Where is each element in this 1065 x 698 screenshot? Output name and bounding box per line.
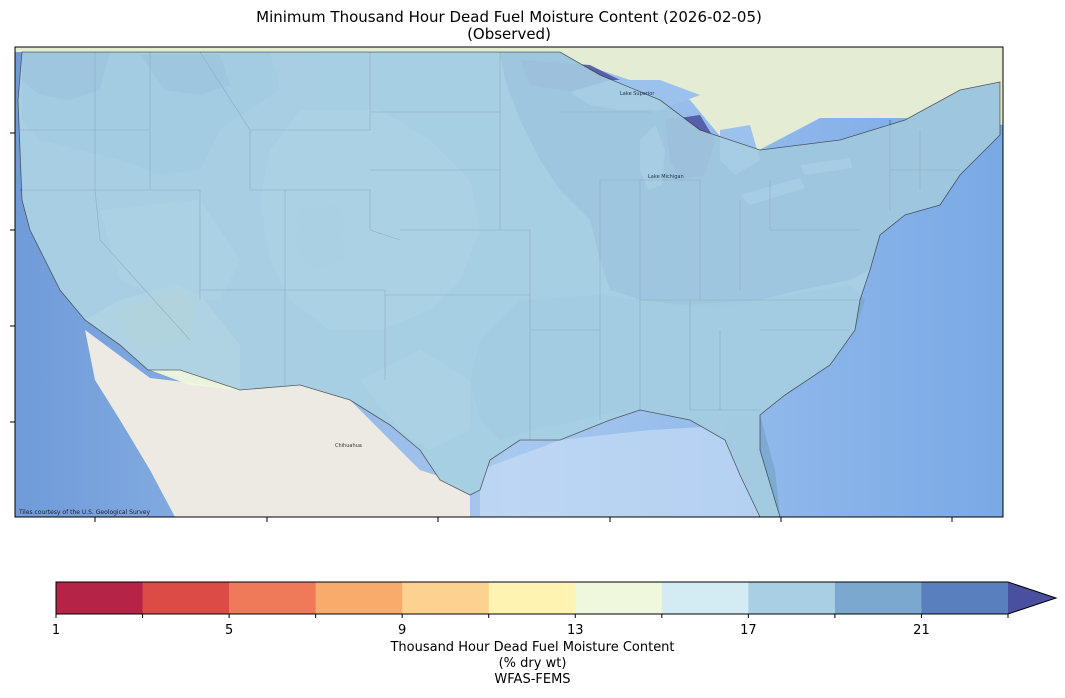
colorbar-units: (% dry wt) — [498, 656, 567, 671]
colorbar-segments — [55, 581, 1058, 615]
colorbar-source: WFAS-FEMS — [494, 672, 571, 687]
colorbar-segment — [229, 582, 317, 614]
tile-attribution: Tiles courtesy of the U.S. Geological Su… — [19, 509, 151, 516]
colorbar-tick-label: 17 — [740, 623, 757, 638]
map-frame — [14, 46, 1004, 518]
colorbar-tick-label: 21 — [913, 623, 930, 638]
map-title: Minimum Thousand Hour Dead Fuel Moisture… — [256, 8, 762, 26]
colorbar-segment — [921, 582, 1009, 614]
colorbar-segment — [834, 582, 922, 614]
colorbar-segment — [56, 582, 144, 614]
label-lake-michigan: Lake Michigan — [648, 174, 684, 180]
gulf-water — [480, 425, 760, 517]
colorbar-segment — [315, 582, 403, 614]
colorbar-ticks: 1 5 9 13 17 21 — [52, 614, 1009, 638]
colorbar-extend-arrow — [1008, 582, 1056, 614]
colorbar-label: Thousand Hour Dead Fuel Moisture Content — [390, 640, 675, 655]
fuel-moisture-map: Lake Michigan Lake Superior Chihuahua — [10, 46, 1004, 522]
colorbar-tick-label: 9 — [398, 623, 406, 638]
label-chihuahua: Chihuahua — [335, 443, 362, 449]
mexico-land — [85, 330, 470, 517]
colorbar-tick-label: 1 — [52, 623, 60, 638]
map-subtitle: (Observed) — [467, 25, 551, 43]
colorbar-segment — [488, 582, 576, 614]
colorbar-segment — [661, 582, 749, 614]
colorbar-outline — [55, 581, 1058, 615]
bottom-axis-ticks — [94, 517, 953, 522]
colorbar-segment — [748, 582, 836, 614]
colorbar-tick-label: 13 — [567, 623, 584, 638]
left-axis-ticks — [10, 132, 15, 423]
colorbar-tick-label: 5 — [225, 623, 233, 638]
colorbar-segment — [575, 582, 663, 614]
label-lake-superior: Lake Superior — [620, 91, 655, 97]
canada-land — [15, 47, 1003, 160]
colorbar-segment — [402, 582, 490, 614]
colorbar-segment — [142, 582, 230, 614]
